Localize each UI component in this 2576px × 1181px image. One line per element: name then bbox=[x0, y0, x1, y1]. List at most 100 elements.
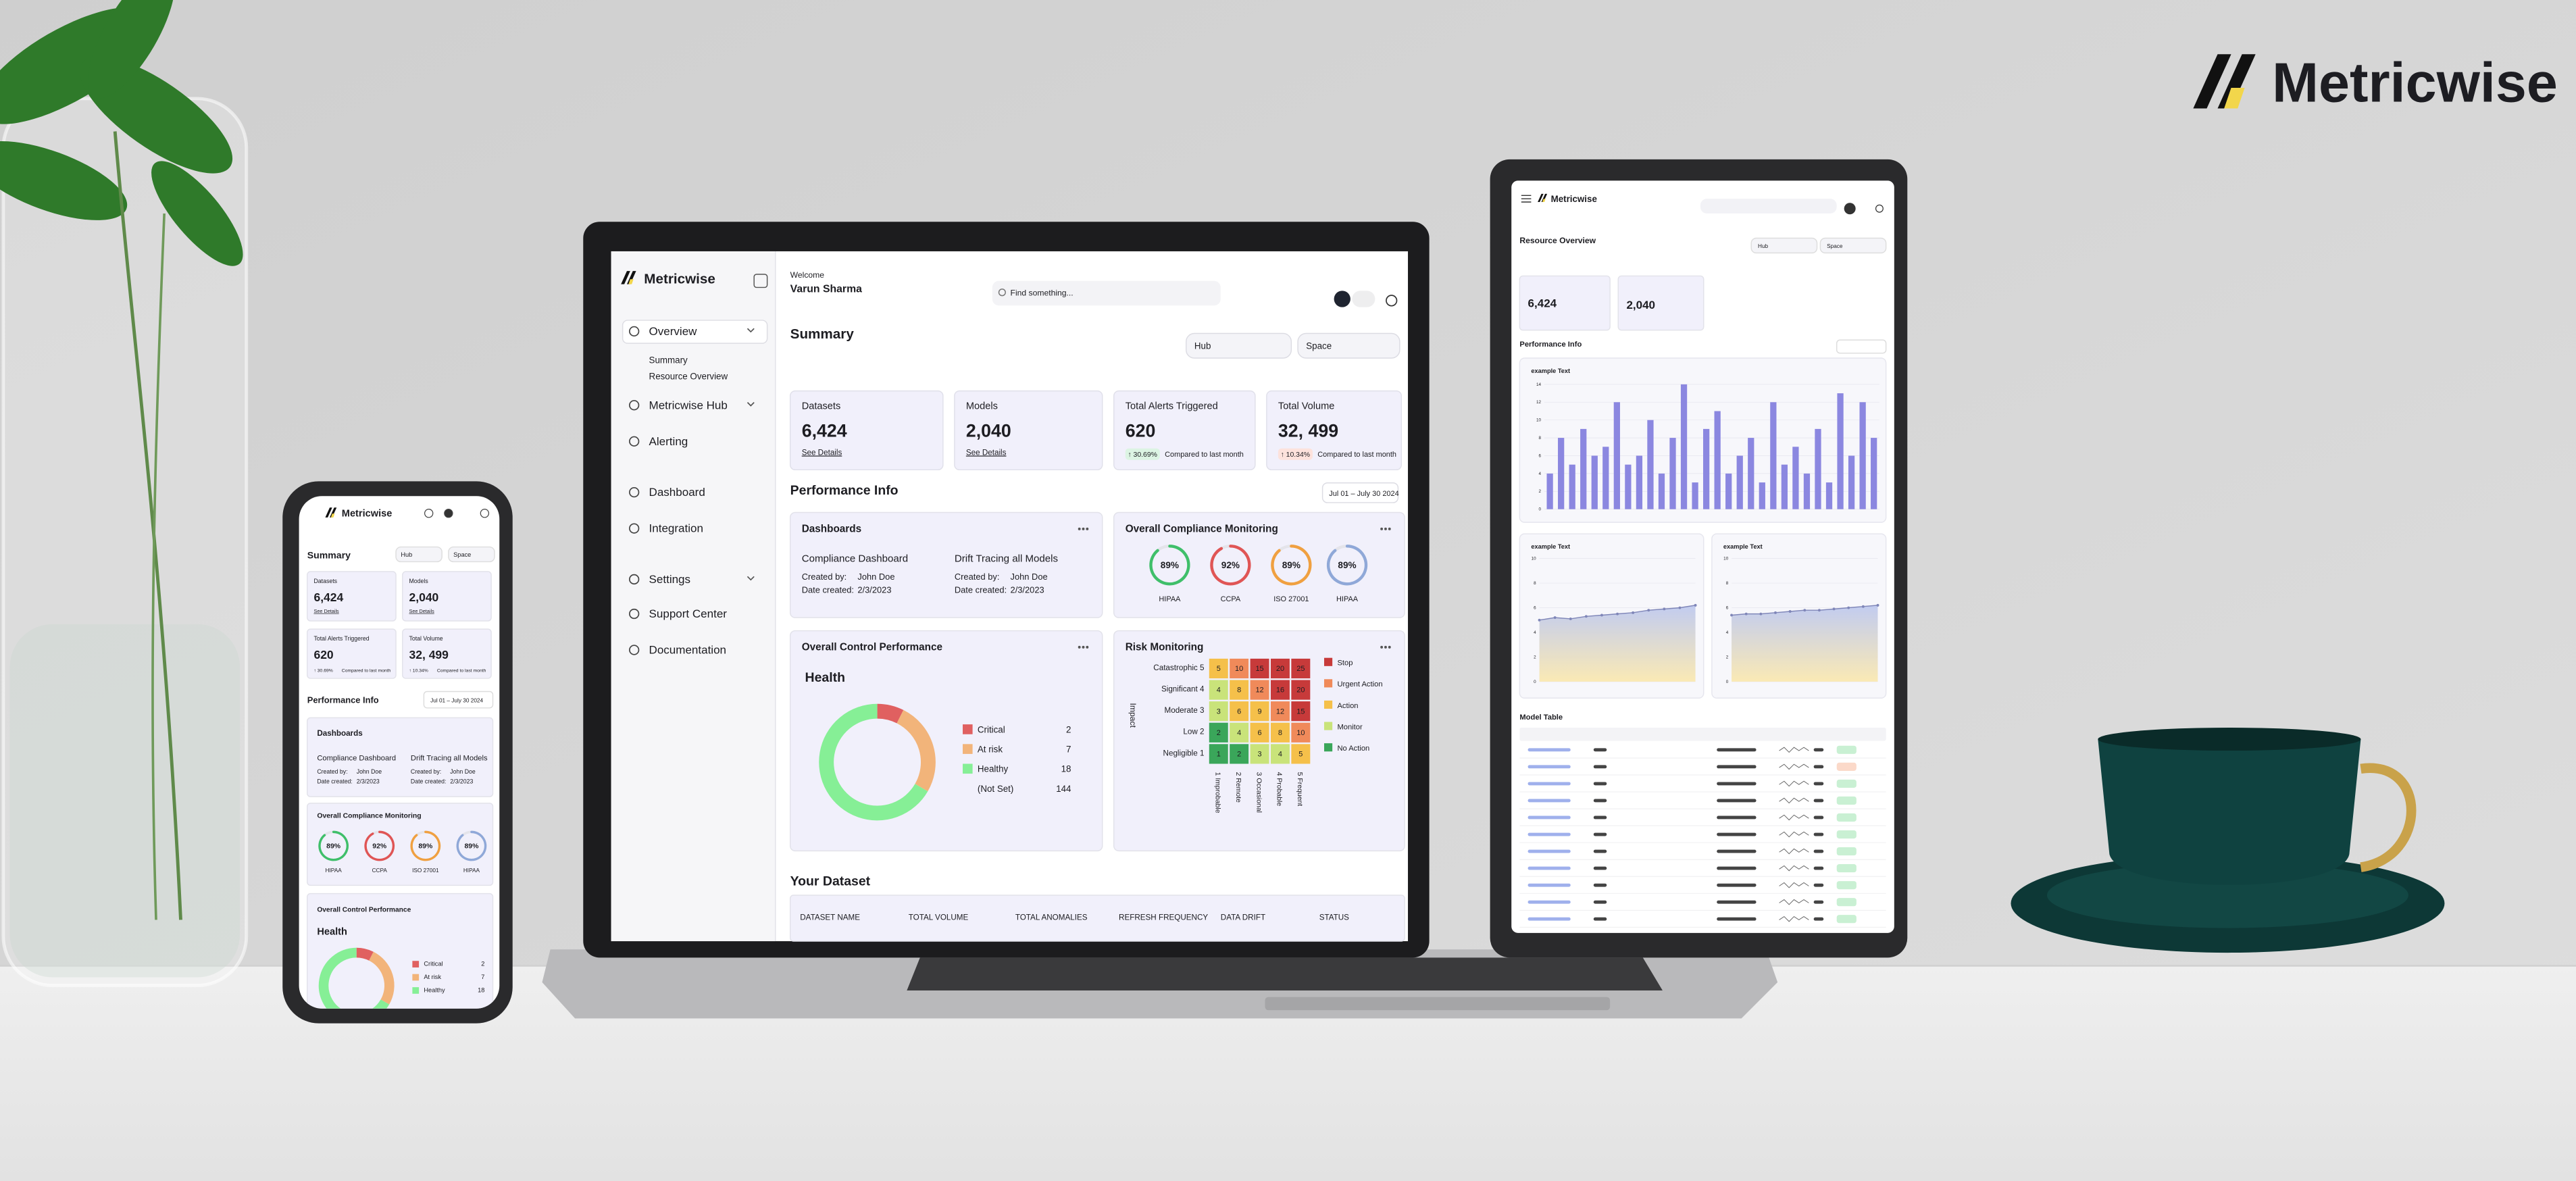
label: See Details bbox=[313, 608, 339, 614]
menu-icon bbox=[628, 645, 640, 655]
gauge-arc bbox=[318, 830, 349, 861]
bar bbox=[1770, 402, 1777, 509]
keyboard bbox=[907, 957, 1663, 990]
menu-item[interactable]: Documentation bbox=[649, 644, 726, 657]
panel-bg bbox=[789, 511, 1103, 618]
label: Date created: bbox=[802, 585, 854, 595]
label: Drift Tracing all Models bbox=[955, 553, 1058, 564]
more-icon bbox=[1380, 527, 1384, 530]
axis-label: Impact bbox=[1128, 703, 1138, 728]
label: Created by: bbox=[955, 572, 1000, 582]
label: Total Alerts Triggered bbox=[1126, 401, 1218, 411]
label: Resource Overview bbox=[1519, 236, 1596, 245]
column-header: TOTAL VOLUME bbox=[909, 913, 969, 922]
label: Metricwise bbox=[1551, 194, 1597, 204]
menu-item[interactable]: Metricwise Hub bbox=[649, 399, 728, 411]
label: Varun Sharma bbox=[790, 284, 862, 295]
bar bbox=[1725, 473, 1732, 509]
stat-card bbox=[789, 390, 944, 471]
menu-item[interactable]: Integration bbox=[649, 522, 703, 535]
label: 3 Occasional bbox=[1255, 772, 1262, 813]
touchpad bbox=[1265, 997, 1611, 1011]
label: 89% bbox=[1161, 560, 1179, 570]
bar bbox=[1558, 438, 1565, 509]
point bbox=[1569, 617, 1572, 620]
label: Total Volume bbox=[409, 635, 443, 642]
row-link bbox=[1527, 799, 1571, 803]
performance: Performance Info Jul 01 – July 30 2024 bbox=[790, 482, 1399, 503]
risk-cell bbox=[1250, 680, 1269, 700]
filter-pill bbox=[1297, 332, 1400, 359]
label: Total Alerts Triggered bbox=[313, 635, 369, 642]
label: Low 2 bbox=[1183, 728, 1204, 736]
column-header: TOTAL ANOMALIES bbox=[1015, 913, 1088, 922]
active-menu bbox=[622, 320, 768, 344]
area-chart: example Text 0 2 4 6 8 10 bbox=[1711, 533, 1887, 699]
row-link bbox=[1527, 815, 1571, 820]
column-header: DATA DRIFT bbox=[1221, 913, 1265, 922]
link: See Details bbox=[802, 448, 842, 457]
row-cell bbox=[1593, 765, 1607, 769]
panel-title: Overall Compliance Monitoring bbox=[1126, 524, 1278, 535]
label: Overall Control Performance bbox=[317, 906, 411, 913]
bar bbox=[1602, 447, 1609, 509]
label: 2/3/2023 bbox=[1011, 585, 1044, 595]
status-pill bbox=[1836, 864, 1857, 873]
more-icon bbox=[1082, 645, 1085, 649]
logo-icon bbox=[1538, 193, 1544, 203]
chevron bbox=[747, 576, 755, 581]
label: 9 bbox=[1258, 707, 1262, 715]
stem bbox=[113, 131, 182, 920]
legend-value: 7 bbox=[1066, 744, 1071, 754]
label: 1 bbox=[1217, 751, 1221, 759]
row-link bbox=[1527, 883, 1571, 887]
panel-bg bbox=[307, 893, 494, 1009]
gauge-arc bbox=[410, 830, 441, 861]
label: Total Volume bbox=[1278, 401, 1334, 411]
row-cell bbox=[1717, 900, 1757, 904]
stat-value: 620 bbox=[1126, 421, 1156, 441]
row-link bbox=[1527, 782, 1571, 786]
row-cell bbox=[1717, 799, 1757, 803]
search-box bbox=[1700, 199, 1837, 214]
row-cell bbox=[1593, 917, 1607, 921]
point bbox=[1553, 616, 1557, 620]
label: HIPAA bbox=[1336, 595, 1359, 603]
label: Stop bbox=[1337, 659, 1353, 668]
legend-swatch bbox=[412, 974, 420, 981]
label: 92% bbox=[372, 843, 386, 851]
water bbox=[9, 624, 241, 978]
label: 3 bbox=[1217, 707, 1221, 715]
row-cell bbox=[1813, 815, 1824, 820]
menu-item[interactable]: Overview bbox=[649, 325, 698, 338]
menu-item[interactable]: Settings bbox=[649, 573, 690, 586]
label: 3 bbox=[1258, 751, 1262, 759]
menu-icon bbox=[628, 608, 640, 620]
row-cell bbox=[1813, 883, 1824, 887]
stat-card bbox=[402, 628, 492, 679]
point bbox=[1832, 607, 1836, 611]
point bbox=[1616, 612, 1619, 615]
bar bbox=[1714, 411, 1721, 509]
bar bbox=[1636, 455, 1643, 509]
label: John Doe bbox=[450, 768, 476, 775]
label: 20 bbox=[1296, 686, 1305, 695]
status-pill bbox=[1836, 898, 1857, 907]
point bbox=[1663, 607, 1666, 611]
label: Moderate 3 bbox=[1165, 706, 1205, 715]
row-cell bbox=[1717, 832, 1757, 836]
menu-item[interactable]: Dashboard bbox=[649, 486, 705, 499]
label: Date created: bbox=[955, 585, 1007, 595]
status-pill bbox=[1836, 830, 1857, 839]
menu-item[interactable]: Alerting bbox=[649, 435, 688, 448]
table-header bbox=[1519, 728, 1886, 741]
point bbox=[1744, 612, 1748, 615]
label: Hub bbox=[1194, 341, 1211, 351]
sparkline bbox=[1779, 797, 1809, 804]
sparkline bbox=[1779, 865, 1809, 872]
status-pill bbox=[1836, 847, 1857, 856]
menu-item[interactable]: Support Center bbox=[649, 607, 728, 620]
point bbox=[1861, 605, 1865, 608]
